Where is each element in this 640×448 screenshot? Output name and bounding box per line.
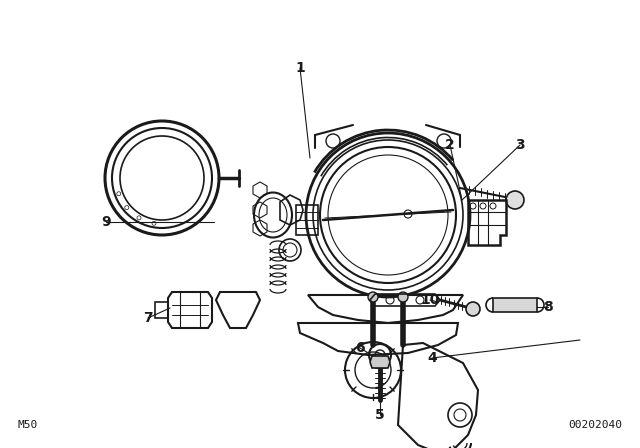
Text: 9: 9 (101, 215, 111, 229)
Text: 7: 7 (143, 311, 153, 325)
Bar (493, 298, 537, 312)
Text: 10: 10 (420, 293, 440, 307)
Text: 1: 1 (295, 61, 305, 75)
Circle shape (368, 292, 378, 302)
Bar (296, 205, 318, 235)
Text: 00202040: 00202040 (568, 420, 622, 430)
Text: M50: M50 (18, 420, 38, 430)
Text: 3: 3 (515, 138, 525, 152)
Polygon shape (370, 356, 390, 368)
Circle shape (506, 191, 524, 209)
Text: 6: 6 (355, 341, 365, 355)
Circle shape (398, 292, 408, 302)
Text: 4: 4 (427, 351, 437, 365)
Text: 2: 2 (445, 138, 455, 152)
Text: 5: 5 (375, 408, 385, 422)
Circle shape (466, 302, 480, 316)
Text: 8: 8 (543, 300, 553, 314)
